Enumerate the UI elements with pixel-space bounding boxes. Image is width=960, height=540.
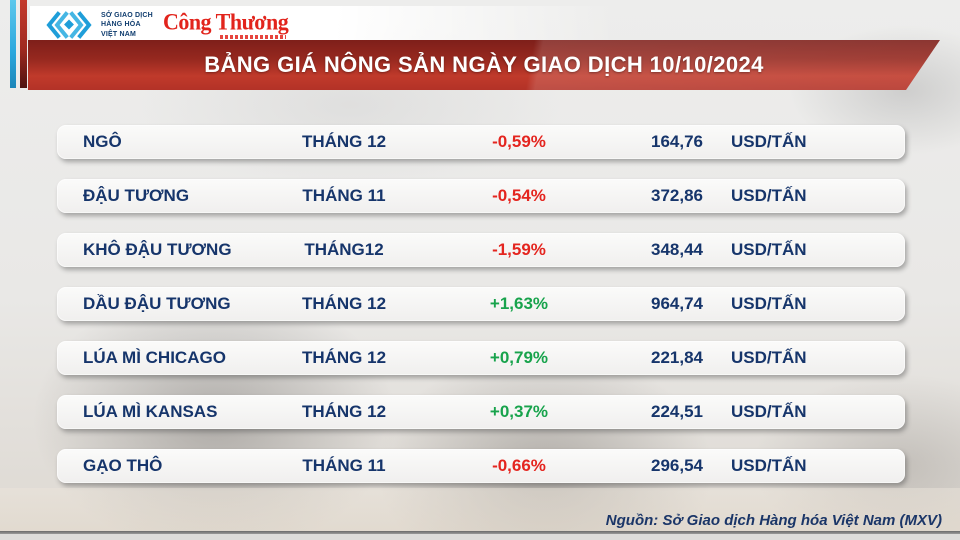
- commodity-name: KHÔ ĐẬU TƯƠNG: [83, 240, 232, 259]
- mxv-logo-line1: SỞ GIAO DỊCH: [101, 12, 153, 20]
- header-logo-strip: SỞ GIAO DỊCH HÀNG HÓA VIỆT NAM Công Thươ…: [30, 6, 640, 44]
- mxv-logo-line3: VIỆT NAM: [101, 30, 137, 38]
- price-value: 224,51: [651, 402, 703, 421]
- bottom-footer-band: [0, 534, 960, 540]
- price-unit: USD/TẤN: [731, 186, 807, 205]
- commodity-name: NGÔ: [83, 132, 122, 151]
- change-percent: -0,54%: [492, 186, 546, 205]
- contract-month: THÁNG12: [304, 240, 384, 259]
- mxv-chevron-logo-icon: [46, 11, 92, 39]
- mxv-logo-text: SỞ GIAO DỊCH HÀNG HÓA VIỆT NAM: [101, 11, 153, 38]
- contract-month: THÁNG 12: [301, 348, 387, 367]
- price-value: 221,84: [651, 348, 703, 367]
- table-row: LÚA MÌ KANSAS THÁNG 12 +0,37% 224,51 USD…: [57, 395, 905, 429]
- change-percent: +0,37%: [489, 402, 549, 421]
- table-row: ĐẬU TƯƠNG THÁNG 11 -0,54% 372,86 USD/TẤN: [57, 179, 905, 213]
- commodity-name: ĐẬU TƯƠNG: [83, 186, 190, 205]
- commodity-name: DẦU ĐẬU TƯƠNG: [83, 294, 231, 313]
- change-percent: -1,59%: [492, 240, 546, 259]
- contract-month: THÁNG 12: [301, 132, 387, 151]
- table-row: DẦU ĐẬU TƯƠNG THÁNG 12 +1,63% 964,74 USD…: [57, 287, 905, 321]
- price-value: 348,44: [651, 240, 703, 259]
- table-row: LÚA MÌ CHICAGO THÁNG 12 +0,79% 221,84 US…: [57, 341, 905, 375]
- change-percent: -0,59%: [492, 132, 546, 151]
- change-percent: +1,63%: [489, 294, 549, 313]
- title-banner: BẢNG GIÁ NÔNG SẢN NGÀY GIAO DỊCH 10/10/2…: [28, 40, 940, 90]
- change-percent: -0,66%: [492, 456, 546, 475]
- price-value: 964,74: [651, 294, 703, 313]
- commodity-name: LÚA MÌ CHICAGO: [83, 348, 226, 367]
- price-unit: USD/TẤN: [731, 456, 807, 475]
- congthuong-tagline-strip: [220, 35, 287, 39]
- price-value: 372,86: [651, 186, 703, 205]
- congthuong-logo-text: Công Thương: [162, 8, 289, 35]
- mxv-logo-line2: HÀNG HÓA: [101, 21, 141, 29]
- price-unit: USD/TẤN: [731, 348, 807, 367]
- page-title: BẢNG GIÁ NÔNG SẢN NGÀY GIAO DỊCH 10/10/2…: [204, 52, 764, 77]
- commodity-name: GẠO THÔ: [83, 456, 163, 475]
- left-accent-bar-cyan: [10, 0, 16, 88]
- price-unit: USD/TẤN: [731, 294, 807, 313]
- contract-month: THÁNG 12: [301, 402, 387, 421]
- bottom-photo-strip: [0, 488, 960, 532]
- price-table: NGÔ THÁNG 12 -0,59% 164,76 USD/TẤN ĐẬU T…: [57, 125, 905, 503]
- commodity-name: LÚA MÌ KANSAS: [83, 402, 218, 421]
- price-value: 164,76: [651, 132, 703, 151]
- contract-month: THÁNG 11: [302, 186, 386, 205]
- price-unit: USD/TẤN: [731, 132, 807, 151]
- bottom-divider-line: [0, 531, 960, 534]
- table-row: NGÔ THÁNG 12 -0,59% 164,76 USD/TẤN: [57, 125, 905, 159]
- congthuong-logo: Công Thương: [162, 8, 289, 39]
- change-percent: +0,79%: [489, 348, 549, 367]
- table-row: KHÔ ĐẬU TƯƠNG THÁNG12 -1,59% 348,44 USD/…: [57, 233, 905, 267]
- source-credit: Nguồn: Sở Giao dịch Hàng hóa Việt Nam (M…: [605, 512, 942, 529]
- left-accent-bar-red: [20, 0, 27, 88]
- contract-month: THÁNG 12: [301, 294, 387, 313]
- contract-month: THÁNG 11: [302, 456, 386, 475]
- price-unit: USD/TẤN: [731, 240, 807, 259]
- table-row: GẠO THÔ THÁNG 11 -0,66% 296,54 USD/TẤN: [57, 449, 905, 483]
- price-unit: USD/TẤN: [731, 402, 807, 421]
- price-value: 296,54: [651, 456, 703, 475]
